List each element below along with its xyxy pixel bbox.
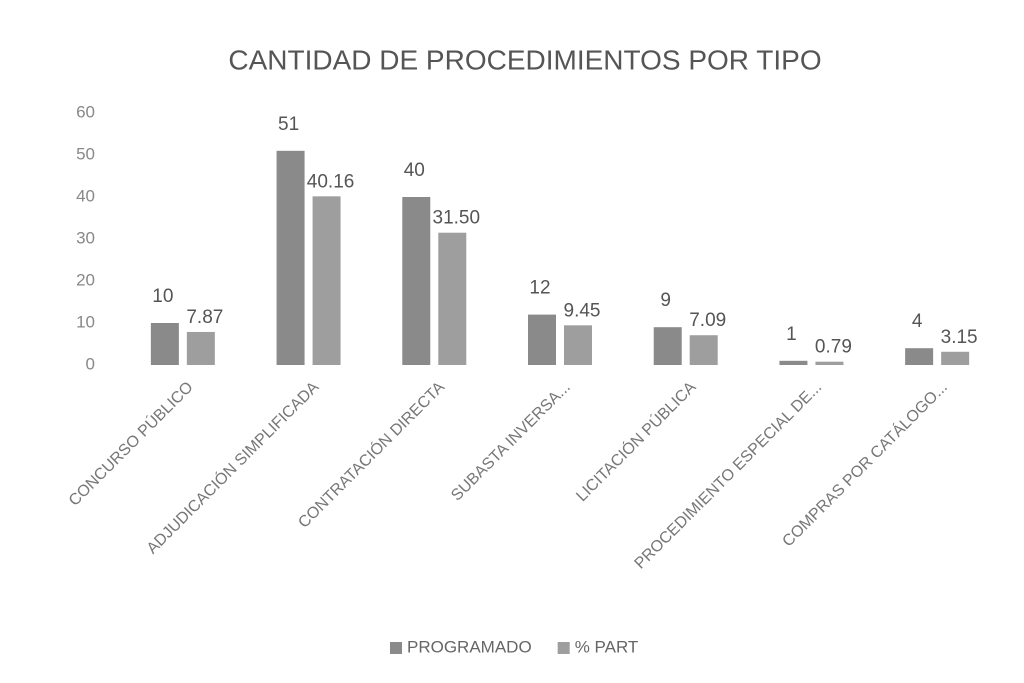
data-label: 51 xyxy=(278,114,299,135)
bar xyxy=(941,351,970,365)
legend-swatch xyxy=(557,642,570,654)
y-tick-label: 0 xyxy=(86,354,95,373)
data-label: 4 xyxy=(912,311,923,332)
bar xyxy=(186,331,215,365)
bar xyxy=(564,325,592,365)
data-label: 0.79 xyxy=(815,337,852,358)
bar xyxy=(312,196,341,365)
x-tick-label: CONCURSO PÚBLICO xyxy=(64,377,196,509)
legend-swatch xyxy=(390,642,402,654)
x-tick-label: CONTRATACIÓN DIRECTA xyxy=(294,377,448,531)
bar xyxy=(528,314,556,365)
data-label: 12 xyxy=(529,278,550,299)
bar xyxy=(402,197,431,365)
legend-label: PROGRAMADO xyxy=(407,637,532,656)
bar xyxy=(905,348,934,365)
data-label: 31.50 xyxy=(433,208,481,229)
data-label: 9.45 xyxy=(564,300,601,321)
bar xyxy=(689,335,718,365)
data-label: 40 xyxy=(404,160,425,181)
data-label: 7.09 xyxy=(689,310,726,331)
legend-label: % PART xyxy=(575,637,639,656)
y-tick-label: 20 xyxy=(76,270,95,289)
bar xyxy=(438,232,467,365)
bar xyxy=(815,361,844,365)
y-tick-label: 40 xyxy=(76,186,95,205)
y-tick-label: 30 xyxy=(76,228,95,247)
bar xyxy=(779,360,808,365)
bar xyxy=(276,150,305,365)
data-label: 1 xyxy=(786,324,797,345)
bar xyxy=(150,323,179,365)
y-tick-label: 60 xyxy=(76,102,95,121)
data-label: 40.16 xyxy=(307,171,355,192)
y-tick-label: 50 xyxy=(76,144,95,163)
chart-title: CANTIDAD DE PROCEDIMIENTOS POR TIPO xyxy=(228,44,821,75)
data-label: 3.15 xyxy=(941,327,978,348)
x-tick-label: SUBASTA INVERSA... xyxy=(448,379,574,505)
bar xyxy=(653,327,682,365)
data-label: 10 xyxy=(152,286,173,307)
y-tick-label: 10 xyxy=(76,312,95,331)
data-label: 7.87 xyxy=(186,307,223,328)
x-tick-label: LICITACIÓN PÚBLICA xyxy=(572,377,700,505)
data-label: 9 xyxy=(660,290,671,311)
